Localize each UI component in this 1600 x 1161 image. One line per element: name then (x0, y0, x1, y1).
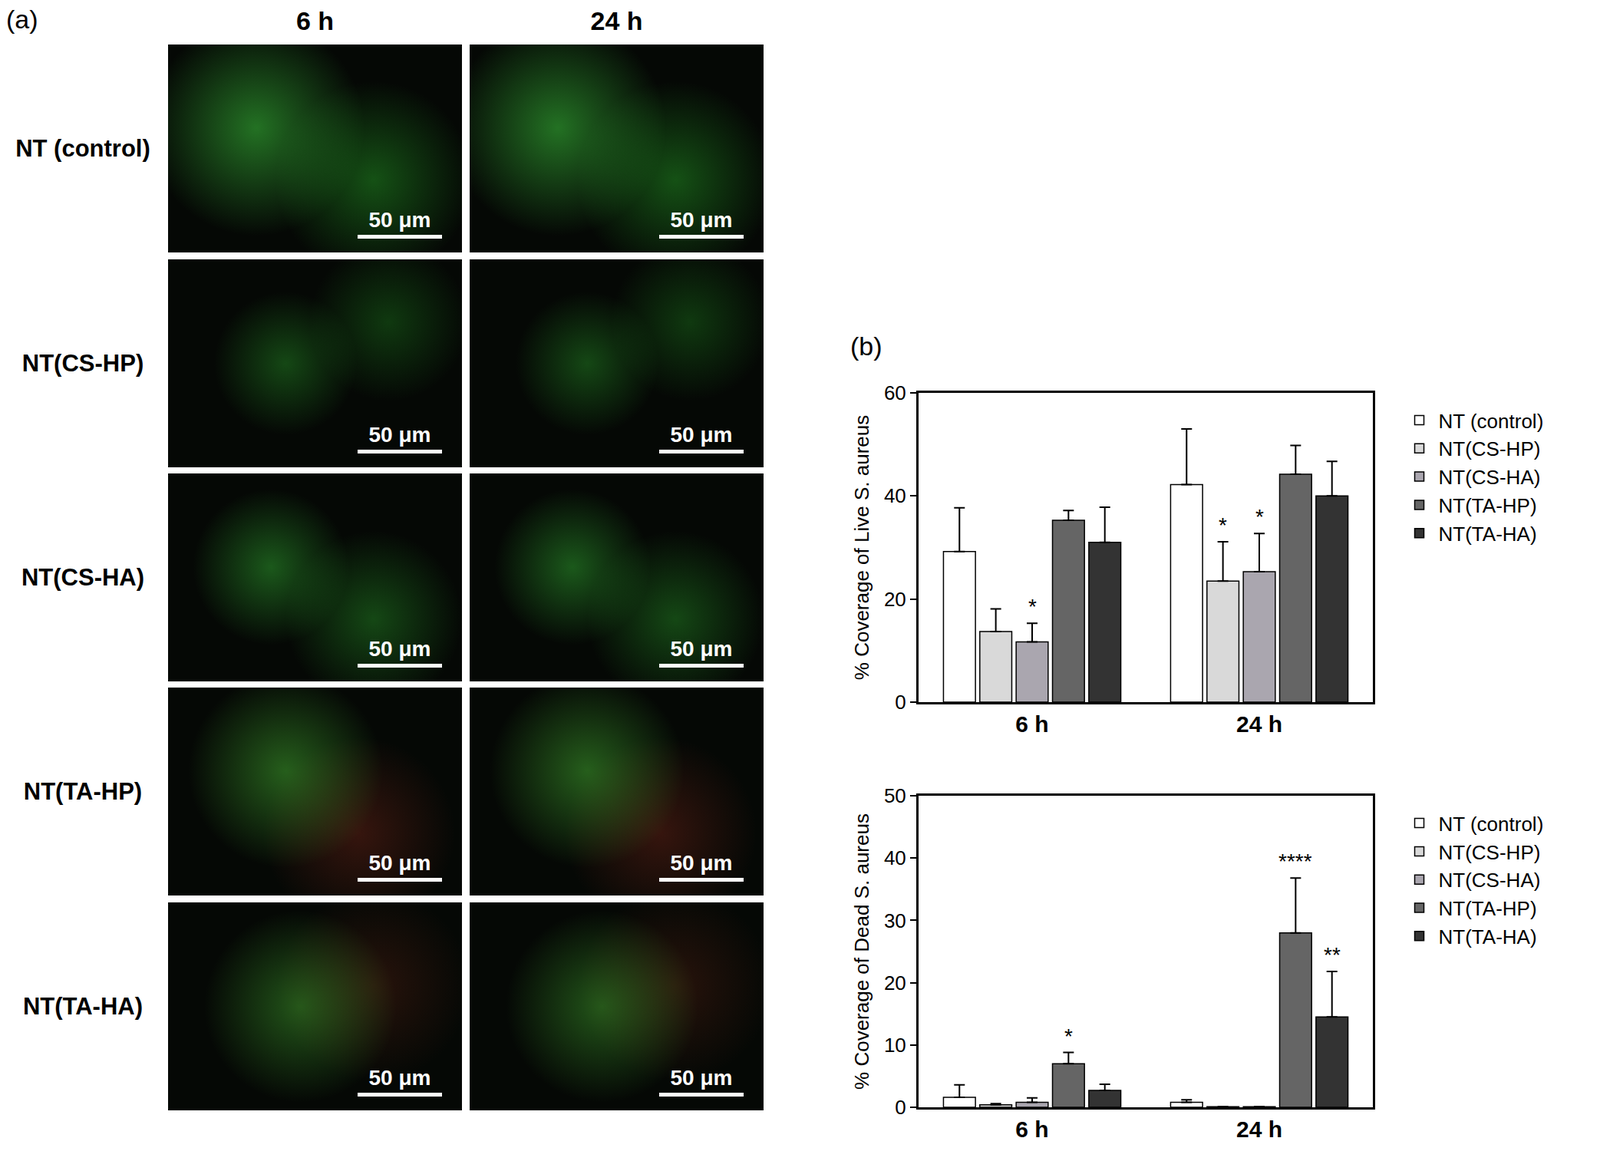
svg-text:% Coverage of Dead S. aureus: % Coverage of Dead S. aureus (850, 813, 874, 1090)
html-text:50 μm: 50 μm (368, 636, 431, 661)
svg-text:20: 20 (884, 971, 907, 995)
html-text:50 μm: 50 μm (670, 851, 733, 875)
svg-text:NT(TA-HA): NT(TA-HA) (1438, 522, 1538, 546)
svg-text:NT(CS-HA): NT(CS-HA) (1438, 465, 1541, 489)
svg-text:*: * (1255, 504, 1264, 529)
svg-text:10: 10 (884, 1033, 907, 1057)
svg-text:*: * (1028, 594, 1037, 619)
svg-text:24 h: 24 h (1236, 1116, 1283, 1142)
html-text:6 h: 6 h (296, 6, 334, 36)
html-text:(a): (a) (6, 4, 39, 34)
html-text:NT(TA-HP): NT(TA-HP) (23, 778, 143, 805)
html-text:50 μm: 50 μm (670, 207, 733, 232)
svg-text:20: 20 (884, 587, 907, 611)
svg-text:NT(CS-HA): NT(CS-HA) (1438, 868, 1541, 892)
svg-text:**: ** (1323, 943, 1341, 967)
html-text:50 μm: 50 μm (368, 422, 431, 447)
svg-text:40: 40 (884, 846, 907, 870)
svg-text:*: * (1064, 1024, 1073, 1049)
html-text:50 μm: 50 μm (368, 207, 431, 232)
svg-text:NT (control): NT (control) (1438, 812, 1544, 836)
svg-text:6 h: 6 h (1015, 711, 1049, 737)
html-text:NT(CS-HA): NT(CS-HA) (21, 564, 145, 591)
html-text:50 μm: 50 μm (670, 1065, 733, 1090)
svg-text:% Coverage of Live S. aureus: % Coverage of Live S. aureus (850, 415, 874, 680)
html-text:NT(TA-HA): NT(TA-HA) (23, 992, 143, 1020)
svg-text:NT(CS-HP): NT(CS-HP) (1438, 437, 1541, 461)
html-text:(b): (b) (850, 331, 883, 361)
svg-text:*: * (1218, 513, 1228, 538)
html-text:50 μm: 50 μm (670, 422, 733, 447)
svg-text:40: 40 (884, 484, 907, 508)
html-text:24 h: 24 h (590, 6, 643, 36)
svg-text:6 h: 6 h (1015, 1116, 1049, 1142)
svg-text:0: 0 (894, 1095, 906, 1119)
svg-text:****: **** (1278, 849, 1313, 874)
html-text:50 μm: 50 μm (368, 851, 431, 875)
svg-text:NT(TA-HP): NT(TA-HP) (1438, 494, 1538, 518)
svg-text:50: 50 (884, 784, 907, 808)
svg-text:24 h: 24 h (1236, 711, 1283, 737)
html-text:NT (control): NT (control) (15, 135, 151, 162)
html-text:NT(CS-HP): NT(CS-HP) (22, 349, 144, 377)
svg-text:NT(TA-HA): NT(TA-HA) (1438, 925, 1538, 949)
svg-text:60: 60 (884, 381, 907, 405)
svg-text:NT(CS-HP): NT(CS-HP) (1438, 841, 1541, 865)
svg-text:NT(TA-HP): NT(TA-HP) (1438, 897, 1538, 921)
html-text:50 μm: 50 μm (368, 1065, 431, 1090)
svg-text:NT (control): NT (control) (1438, 409, 1544, 433)
html-text:50 μm: 50 μm (670, 636, 733, 661)
svg-text:0: 0 (894, 690, 906, 714)
svg-text:30: 30 (884, 909, 907, 933)
